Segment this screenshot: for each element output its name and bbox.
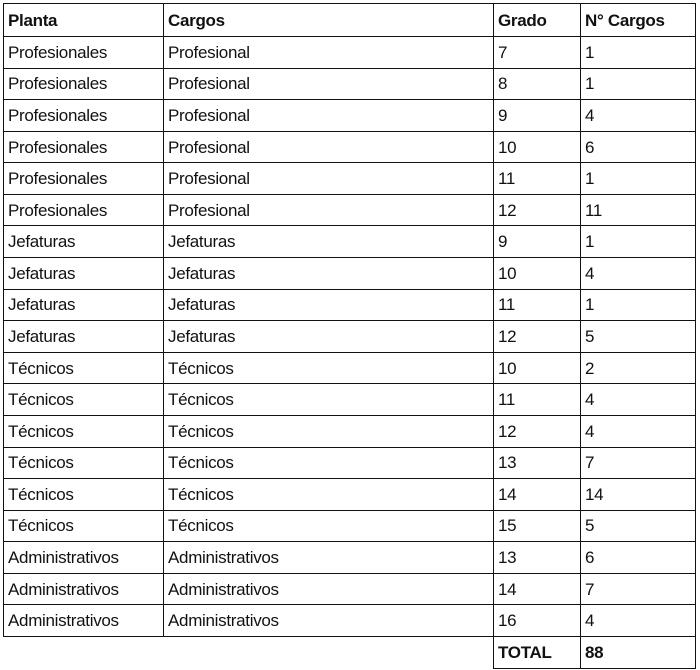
header-cell: Grado [493, 3, 581, 37]
total-label: TOTAL [493, 636, 581, 669]
grado-cell: 7 [493, 36, 581, 69]
count-cell: 1 [580, 36, 696, 69]
header-cell: Planta [3, 3, 164, 37]
count-cell: 4 [580, 257, 696, 290]
planta-cell: Jefaturas [3, 225, 164, 259]
cargo-cell: Administrativos [163, 572, 494, 606]
planta-cell: Profesionales [3, 99, 164, 132]
grado-cell: 10 [493, 130, 581, 164]
planta-cell: Profesionales [3, 130, 164, 164]
grado-cell: 13 [493, 541, 581, 574]
count-cell: 14 [580, 478, 696, 511]
count-cell: 1 [580, 225, 696, 259]
grado-cell: 12 [493, 414, 581, 448]
cargo-cell: Profesional [163, 130, 494, 164]
count-cell: 7 [580, 572, 696, 606]
grado-cell: 15 [493, 509, 581, 543]
grado-cell: 16 [493, 604, 581, 638]
grado-cell: 9 [493, 99, 581, 132]
grado-cell: 10 [493, 351, 581, 385]
count-cell: 11 [580, 193, 696, 227]
cargo-cell: Técnicos [163, 478, 494, 511]
cargo-cell: Técnicos [163, 351, 494, 385]
planta-cell: Técnicos [3, 478, 164, 511]
grado-cell: 10 [493, 257, 581, 290]
count-cell: 1 [580, 162, 696, 195]
grado-cell: 14 [493, 572, 581, 606]
grado-cell: 14 [493, 478, 581, 511]
planta-cell: Administrativos [3, 604, 164, 638]
count-cell: 4 [580, 383, 696, 416]
cargo-cell: Técnicos [163, 509, 494, 543]
cargo-cell: Técnicos [163, 446, 494, 480]
count-cell: 4 [580, 414, 696, 448]
cargo-cell: Profesional [163, 67, 494, 101]
grado-cell: 8 [493, 67, 581, 101]
planta-cell: Técnicos [3, 383, 164, 416]
grado-cell: 13 [493, 446, 581, 480]
count-cell: 7 [580, 446, 696, 480]
planta-cell: Técnicos [3, 446, 164, 480]
count-cell: 5 [580, 320, 696, 353]
grado-cell: 12 [493, 320, 581, 353]
cargo-cell: Jefaturas [163, 225, 494, 259]
planta-cell: Profesionales [3, 193, 164, 227]
planta-cell: Jefaturas [3, 288, 164, 322]
cargo-cell: Profesional [163, 193, 494, 227]
total-value: 88 [580, 636, 696, 669]
grado-cell: 11 [493, 162, 581, 195]
count-cell: 2 [580, 351, 696, 385]
cargo-cell: Técnicos [163, 383, 494, 416]
count-cell: 6 [580, 130, 696, 164]
cargo-cell: Administrativos [163, 604, 494, 638]
cargo-cell: Jefaturas [163, 288, 494, 322]
count-cell: 5 [580, 509, 696, 543]
grado-cell: 12 [493, 193, 581, 227]
planta-cell: Técnicos [3, 351, 164, 385]
planta-cell: Profesionales [3, 67, 164, 101]
count-cell: 4 [580, 99, 696, 132]
planta-cell: Jefaturas [3, 320, 164, 353]
planta-cell: Administrativos [3, 572, 164, 606]
planta-cell: Jefaturas [3, 257, 164, 290]
cargo-cell: Administrativos [163, 541, 494, 574]
count-cell: 1 [580, 67, 696, 101]
grado-cell: 11 [493, 288, 581, 322]
planta-cell: Técnicos [3, 414, 164, 448]
count-cell: 1 [580, 288, 696, 322]
planta-cell: Profesionales [3, 36, 164, 69]
count-cell: 6 [580, 541, 696, 574]
header-cell: N° Cargos [580, 3, 696, 37]
grado-cell: 11 [493, 383, 581, 416]
planta-cell: Técnicos [3, 509, 164, 543]
cargo-cell: Profesional [163, 36, 494, 69]
grado-cell: 9 [493, 225, 581, 259]
cargo-cell: Jefaturas [163, 257, 494, 290]
cargo-cell: Técnicos [163, 414, 494, 448]
cargo-cell: Profesional [163, 99, 494, 132]
cargo-cell: Profesional [163, 162, 494, 195]
header-cell: Cargos [163, 3, 494, 37]
count-cell: 4 [580, 604, 696, 638]
planta-cell: Profesionales [3, 162, 164, 195]
cargo-cell: Jefaturas [163, 320, 494, 353]
planta-cell: Administrativos [3, 541, 164, 574]
